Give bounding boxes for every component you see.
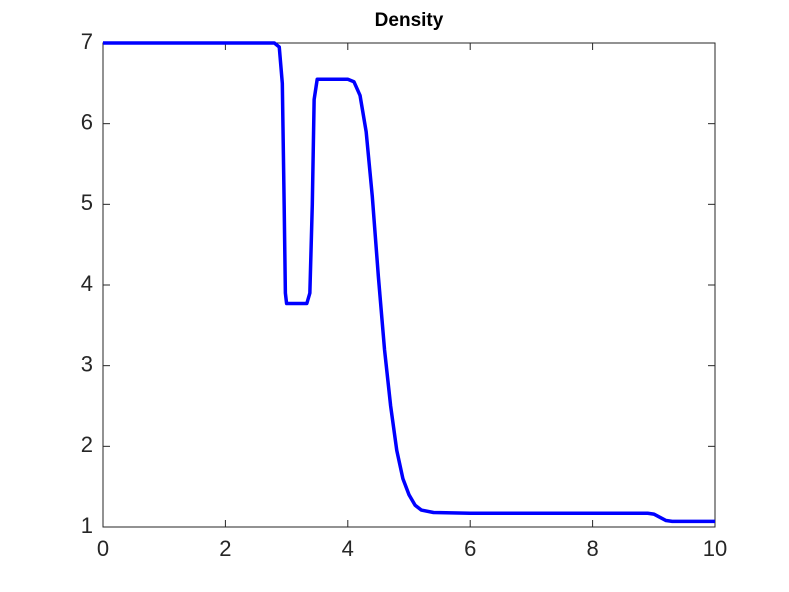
x-tick-label: 0 [97,536,109,561]
line-series [103,41,715,524]
x-tick-label: 8 [586,536,598,561]
y-tick-label: 5 [81,190,93,215]
y-tick-label: 7 [81,29,93,54]
x-tick-label: 4 [342,536,354,561]
y-tick-label: 3 [81,351,93,376]
x-tick-label: 10 [703,536,727,561]
plot-frame [102,42,716,528]
y-tick-label: 4 [81,271,93,296]
chart-title: Density [375,10,444,31]
y-tick-label: 6 [81,109,93,134]
y-tick-label: 1 [81,513,93,538]
x-tick-label: 6 [464,536,476,561]
x-tick-label: 2 [219,536,231,561]
y-tick-label: 2 [81,432,93,457]
